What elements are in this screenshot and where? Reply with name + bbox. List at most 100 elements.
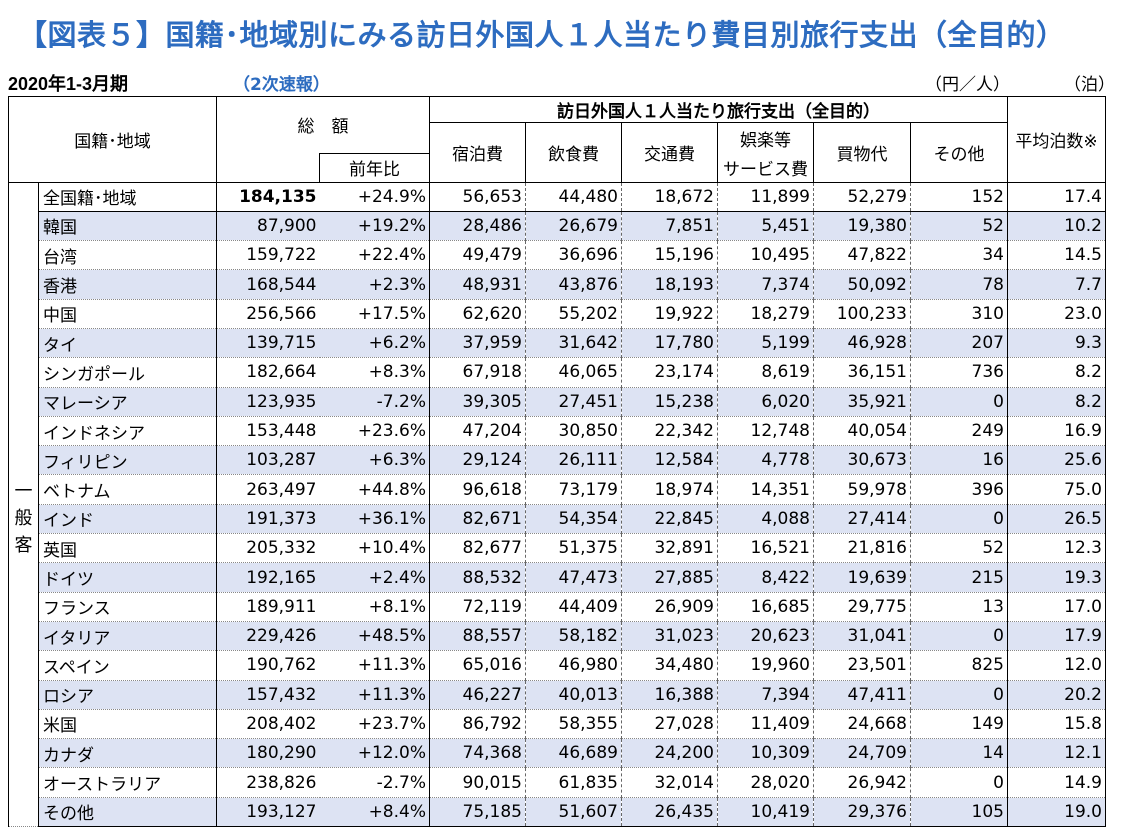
row-nights: 12.1 xyxy=(1007,738,1106,769)
row-food: 46,065 xyxy=(525,357,622,388)
row-shopping: 24,709 xyxy=(813,738,911,769)
row-food: 51,375 xyxy=(525,533,622,564)
row-total: 263,497 xyxy=(216,474,320,505)
table-row: シンガポール 182,664 +8.3% 67,918 46,065 23,174 8,61… xyxy=(9,357,1106,388)
table-row: スペイン 190,762 +11.3% 65,016 46,980 34,480 19,96… xyxy=(9,650,1106,681)
row-other: 396 xyxy=(910,474,1008,505)
row-transport: 18,193 xyxy=(621,269,718,300)
row-total: 123,935 xyxy=(216,387,320,417)
row-food: 44,409 xyxy=(525,592,622,622)
row-yoy: +8.3% xyxy=(319,357,430,388)
table-row: マレーシア 123,935 -7.2% 39,305 27,451 15,238 6,020… xyxy=(9,387,1106,417)
row-accommodation: 96,618 xyxy=(429,474,526,505)
row-name: ベトナム xyxy=(38,474,217,505)
row-shopping: 26,942 xyxy=(813,767,911,798)
row-nights: 23.0 xyxy=(1007,299,1106,329)
row-entertainment: 20,623 xyxy=(717,621,814,652)
row-yoy: +23.6% xyxy=(319,416,430,447)
row-accommodation: 29,124 xyxy=(429,445,526,476)
row-food: 58,182 xyxy=(525,621,622,652)
row-shopping: 23,501 xyxy=(813,650,911,681)
row-yoy: +10.4% xyxy=(319,533,430,564)
row-yoy: +48.5% xyxy=(319,621,430,652)
row-total: 192,165 xyxy=(216,562,320,593)
row-nights: 20.2 xyxy=(1007,680,1106,710)
row-transport: 27,028 xyxy=(621,709,718,740)
row-name: オーストラリア xyxy=(38,767,217,798)
row-nights: 17.9 xyxy=(1007,621,1106,652)
row-other: 310 xyxy=(910,299,1008,329)
row-transport: 18,672 xyxy=(621,182,718,212)
row-total: 256,566 xyxy=(216,299,320,329)
row-entertainment: 28,020 xyxy=(717,767,814,798)
row-yoy: +22.4% xyxy=(319,240,430,271)
row-transport: 16,388 xyxy=(621,680,718,710)
row-entertainment: 11,899 xyxy=(717,182,814,212)
row-entertainment: 5,451 xyxy=(717,211,814,242)
row-other: 215 xyxy=(910,562,1008,593)
row-nights: 17.4 xyxy=(1007,182,1106,212)
row-other: 52 xyxy=(910,533,1008,564)
row-yoy: +8.4% xyxy=(319,797,430,827)
row-shopping: 35,921 xyxy=(813,387,911,417)
row-food: 47,473 xyxy=(525,562,622,593)
row-name: ドイツ xyxy=(38,562,217,593)
row-shopping: 36,151 xyxy=(813,357,911,388)
header-total-spacer xyxy=(216,153,320,183)
side-category-label: 一般客 xyxy=(8,211,39,827)
row-total: 229,426 xyxy=(216,621,320,652)
row-transport: 27,885 xyxy=(621,562,718,593)
row-name: タイ xyxy=(38,328,217,359)
row-yoy: -2.7% xyxy=(319,767,430,798)
row-nights: 8.2 xyxy=(1007,387,1106,417)
row-other: 249 xyxy=(910,416,1008,447)
row-shopping: 24,668 xyxy=(813,709,911,740)
row-other: 14 xyxy=(910,738,1008,769)
row-accommodation: 47,204 xyxy=(429,416,526,447)
row-food: 51,607 xyxy=(525,797,622,827)
row-shopping: 40,054 xyxy=(813,416,911,447)
row-other: 149 xyxy=(910,709,1008,740)
row-nights: 16.9 xyxy=(1007,416,1106,447)
row-food: 58,355 xyxy=(525,709,622,740)
row-shopping: 50,092 xyxy=(813,269,911,300)
row-accommodation: 56,653 xyxy=(429,182,526,212)
row-accommodation: 28,486 xyxy=(429,211,526,242)
row-yoy: +2.4% xyxy=(319,562,430,593)
row-transport: 22,342 xyxy=(621,416,718,447)
row-entertainment: 4,088 xyxy=(717,504,814,535)
row-transport: 22,845 xyxy=(621,504,718,535)
row-other: 52 xyxy=(910,211,1008,242)
row-food: 73,179 xyxy=(525,474,622,505)
spending-table: 国籍･地域 総 額 訪日外国人１人当たり旅行支出（全目的） 平均泊数※ 宿泊費 … xyxy=(8,96,1106,827)
row-accommodation: 49,479 xyxy=(429,240,526,271)
row-accommodation: 62,620 xyxy=(429,299,526,329)
row-food: 31,642 xyxy=(525,328,622,359)
row-yoy: +36.1% xyxy=(319,504,430,535)
table-row: フランス 189,911 +8.1% 72,119 44,409 26,909 16,685… xyxy=(9,592,1106,622)
row-transport: 15,196 xyxy=(621,240,718,271)
header-entertainment-line1: 娯楽等 xyxy=(717,122,814,153)
row-accommodation: 46,227 xyxy=(429,680,526,710)
row-nights: 14.9 xyxy=(1007,767,1106,798)
row-food: 46,689 xyxy=(525,738,622,769)
row-other: 78 xyxy=(910,269,1008,300)
row-yoy: +23.7% xyxy=(319,709,430,740)
row-yoy: +12.0% xyxy=(319,738,430,769)
row-other: 105 xyxy=(910,797,1008,827)
row-other: 0 xyxy=(910,387,1008,417)
row-yoy: +6.3% xyxy=(319,445,430,476)
row-total: 139,715 xyxy=(216,328,320,359)
row-name: 韓国 xyxy=(38,211,217,242)
row-transport: 32,891 xyxy=(621,533,718,564)
row-shopping: 19,639 xyxy=(813,562,911,593)
row-entertainment: 8,422 xyxy=(717,562,814,593)
row-name: その他 xyxy=(38,797,217,827)
row-entertainment: 10,309 xyxy=(717,738,814,769)
row-name: 香港 xyxy=(38,269,217,300)
row-other: 0 xyxy=(910,680,1008,710)
row-total: 193,127 xyxy=(216,797,320,827)
row-accommodation: 90,015 xyxy=(429,767,526,798)
row-other: 16 xyxy=(910,445,1008,476)
row-food: 36,696 xyxy=(525,240,622,271)
